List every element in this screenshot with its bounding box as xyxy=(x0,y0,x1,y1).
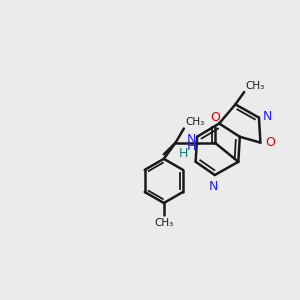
Text: N: N xyxy=(262,110,272,123)
Text: O: O xyxy=(210,111,220,124)
Text: N: N xyxy=(187,133,196,146)
Text: H: H xyxy=(179,147,188,160)
Text: H: H xyxy=(187,140,196,153)
Text: O: O xyxy=(266,136,276,149)
Text: N: N xyxy=(208,180,218,193)
Text: CH₃: CH₃ xyxy=(154,218,173,228)
Text: CH₃: CH₃ xyxy=(246,80,265,91)
Text: CH₃: CH₃ xyxy=(185,117,205,127)
